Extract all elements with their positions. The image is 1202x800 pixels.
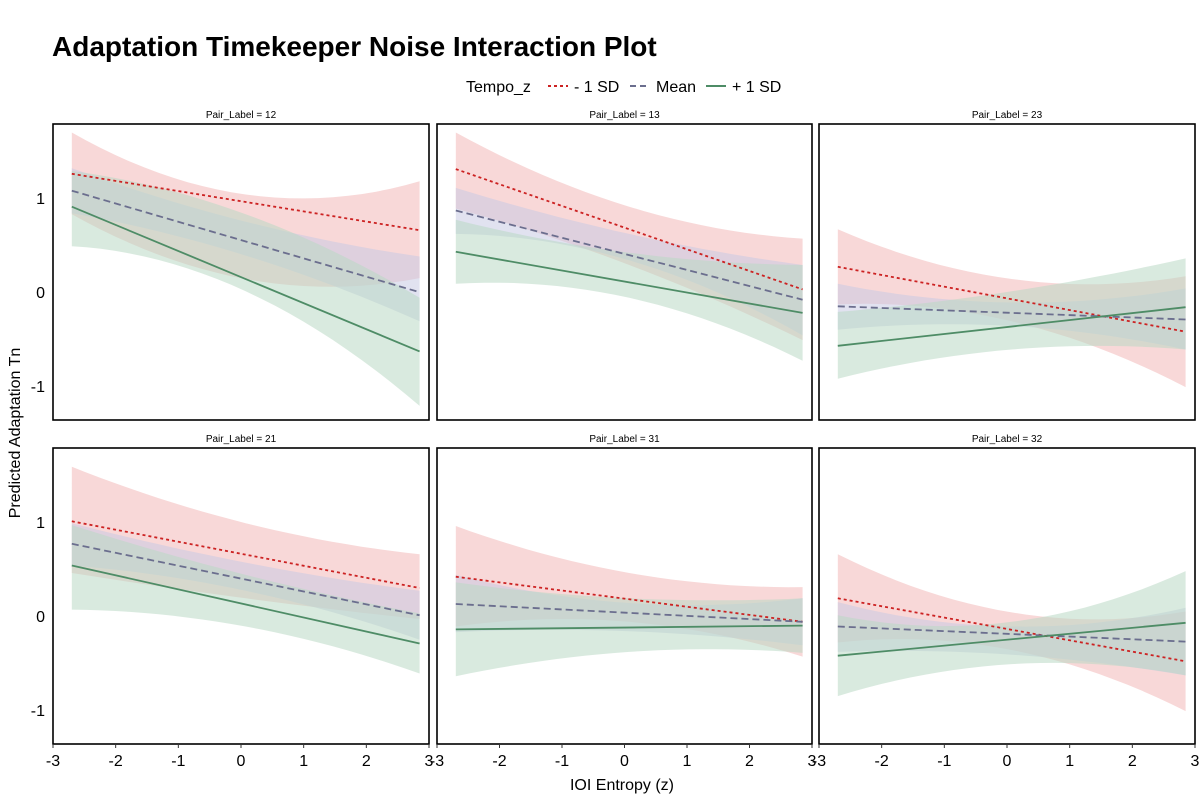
facet-strip-label: Pair_Label = 23 [972, 110, 1043, 121]
x-tick-label: -2 [875, 753, 889, 770]
legend-label: + 1 SD [732, 79, 781, 96]
x-tick-label: 3 [1191, 753, 1200, 770]
series-line [71, 520, 420, 589]
y-tick-label: -1 [31, 379, 45, 396]
x-tick-label: 2 [362, 753, 371, 770]
legend-title: Tempo_z [466, 79, 531, 96]
x-tick-label: -1 [937, 753, 951, 770]
x-tick-label: -2 [109, 753, 123, 770]
x-axis-label: IOI Entropy (z) [570, 777, 674, 794]
x-tick-label: 3 [425, 753, 434, 770]
series-line [71, 172, 420, 232]
x-tick-label: 2 [745, 753, 754, 770]
legend-label: - 1 SD [574, 79, 619, 96]
facet-panel: Pair_Label = 31 [436, 434, 813, 745]
ci-ribbon [71, 171, 420, 406]
x-tick-label: -3 [430, 753, 444, 770]
series-line [455, 168, 803, 291]
facet-panel: Pair_Label = 12 [52, 110, 430, 421]
series-line [71, 542, 420, 617]
series-line [71, 189, 420, 294]
facet-panels: Pair_Label = 12 Pair_Label = 13 Pair_Label… [52, 110, 1196, 745]
y-tick-label: 0 [36, 609, 45, 626]
x-tick-label: 0 [1003, 753, 1012, 770]
x-tick-label: -1 [555, 753, 569, 770]
ci-ribbon [455, 582, 803, 677]
legend-entry: - 1 SD [548, 79, 619, 96]
series-line [837, 306, 1186, 347]
y-tick-label: 0 [36, 285, 45, 302]
panel-border [818, 123, 1196, 421]
facet-strip-label: Pair_Label = 31 [589, 434, 660, 445]
x-tick-label: 0 [620, 753, 629, 770]
facet-strip-label: Pair_Label = 13 [589, 110, 660, 121]
y-axis-label: Predicted Adaptation Tn [7, 348, 24, 519]
facet-strip-label: Pair_Label = 12 [206, 110, 277, 121]
facet-panel: Pair_Label = 23 [818, 110, 1196, 421]
series-line [455, 209, 803, 301]
panel-border [436, 123, 813, 421]
series-line [71, 564, 420, 645]
facet-panel: Pair_Label = 21 [52, 434, 430, 745]
x-tick-label: -3 [46, 753, 60, 770]
legend-entry: Mean [630, 79, 696, 96]
x-tick-label: -1 [171, 753, 185, 770]
facet-strip-label: Pair_Label = 21 [206, 434, 277, 445]
y-tick-label: -1 [31, 703, 45, 720]
x-tick-label: 1 [683, 753, 692, 770]
x-axes: -3 -2 -1 0 1 2 3-3 -2 -1 0 1 2 3-3 -2 -1 0 1 2 3 [46, 744, 1200, 770]
series-line [455, 250, 803, 314]
y-tick-label: 1 [36, 515, 45, 532]
x-tick-label: 3 [808, 753, 817, 770]
series-line [455, 575, 803, 623]
ci-ribbon [455, 219, 803, 361]
ci-ribbon [837, 258, 1186, 379]
ci-ribbon [837, 571, 1186, 697]
series-line [837, 597, 1186, 663]
y-axes: -1 0 1 -1 0 1 [31, 191, 45, 720]
y-tick-label: 1 [36, 191, 45, 208]
facet-panel: Pair_Label = 13 [436, 110, 813, 421]
x-tick-label: -3 [812, 753, 826, 770]
x-tick-label: 1 [299, 753, 308, 770]
facet-panel: Pair_Label = 32 [818, 434, 1196, 745]
series-line [837, 305, 1186, 321]
series-line [837, 621, 1186, 657]
x-tick-label: -2 [492, 753, 506, 770]
panel-border [52, 123, 430, 421]
series-line [455, 603, 803, 623]
series-line [71, 205, 420, 353]
chart-title: Adaptation Timekeeper Noise Interaction … [52, 31, 657, 62]
legend-label: Mean [656, 79, 696, 96]
facet-strip-label: Pair_Label = 32 [972, 434, 1043, 445]
legend: Tempo_z - 1 SD Mean + 1 SD [466, 79, 781, 96]
series-line [837, 265, 1186, 333]
legend-entry: + 1 SD [706, 79, 781, 96]
series-line [837, 625, 1186, 643]
x-tick-label: 2 [1128, 753, 1137, 770]
x-tick-label: 0 [237, 753, 246, 770]
x-tick-label: 1 [1065, 753, 1074, 770]
ci-ribbon [455, 187, 803, 336]
series-line [455, 624, 803, 631]
